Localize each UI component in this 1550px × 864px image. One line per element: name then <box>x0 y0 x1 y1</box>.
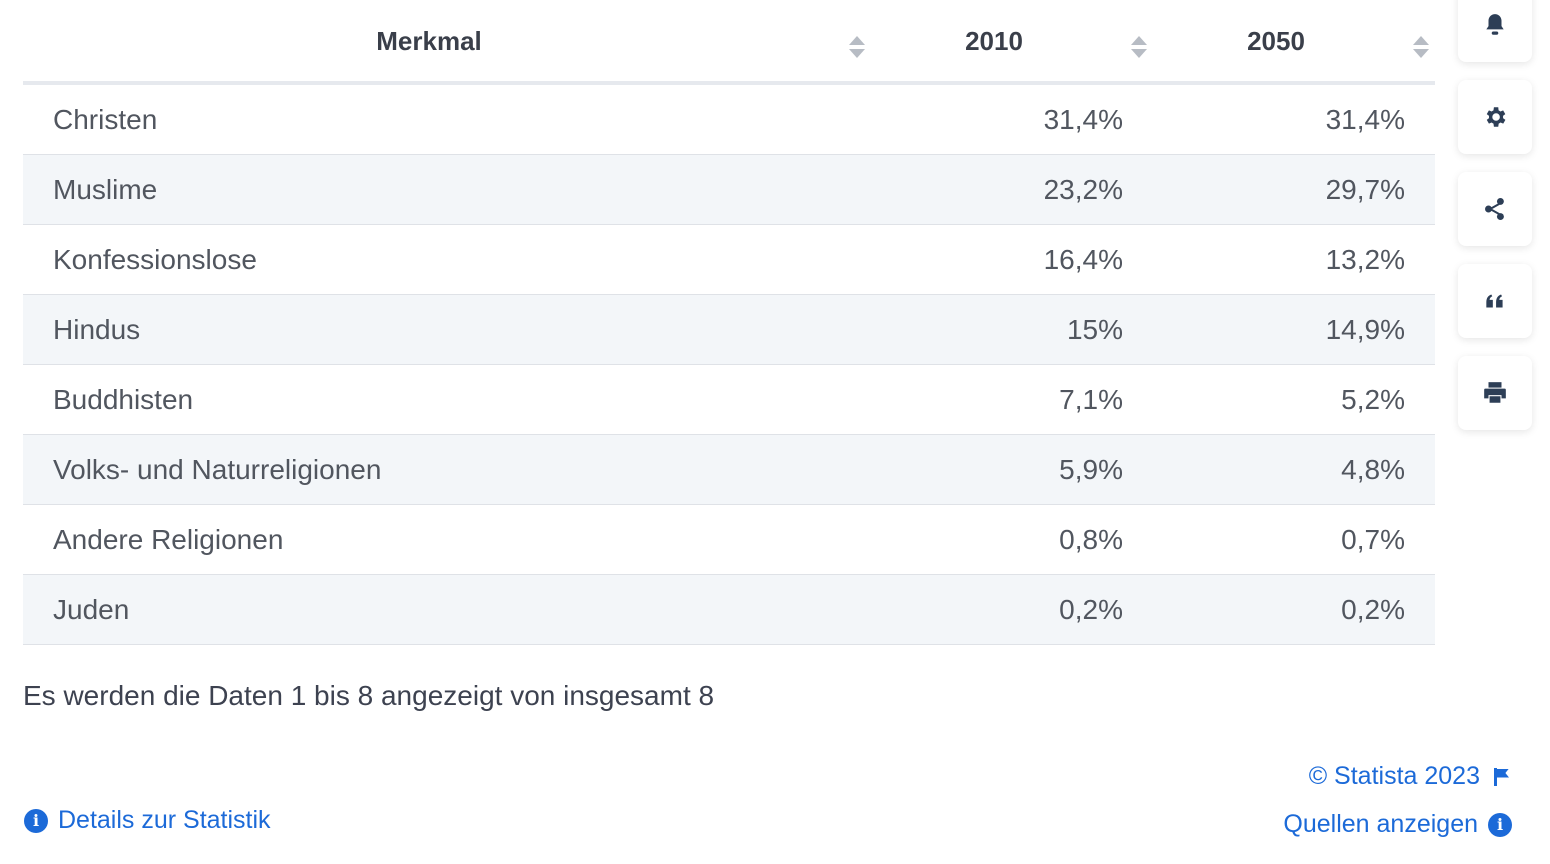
value-2010: 7,1% <box>871 364 1153 435</box>
value-2050: 14,9% <box>1153 294 1435 365</box>
statistics-table: Merkmal 2010 2050 Christen 31,4% 31,4% <box>23 0 1435 645</box>
settings-button[interactable] <box>1458 80 1532 154</box>
row-label: Muslime <box>23 154 871 225</box>
value-2010: 0,2% <box>871 574 1153 645</box>
value-2010: 0,8% <box>871 504 1153 575</box>
column-header-2010[interactable]: 2010 <box>871 0 1153 85</box>
notification-button[interactable] <box>1458 0 1532 62</box>
details-label: Details zur Statistik <box>58 806 271 834</box>
row-label: Christen <box>23 83 871 155</box>
value-2050: 0,7% <box>1153 504 1435 575</box>
sort-icon[interactable] <box>1131 36 1147 62</box>
column-header-label: Merkmal <box>376 26 482 56</box>
table-row: Konfessionslose 16,4% 13,2% <box>23 224 1435 295</box>
table-row: Christen 31,4% 31,4% <box>23 83 1435 155</box>
sort-icon[interactable] <box>849 36 865 62</box>
value-2050: 0,2% <box>1153 574 1435 645</box>
flag-icon[interactable] <box>1494 767 1510 786</box>
gear-icon <box>1486 107 1506 127</box>
info-icon: i <box>1488 812 1512 837</box>
sources-label: Quellen anzeigen <box>1283 810 1478 838</box>
table-summary: Es werden die Daten 1 bis 8 angezeigt vo… <box>23 680 715 711</box>
share-icon <box>1485 197 1504 221</box>
column-header-label: 2010 <box>965 26 1023 56</box>
value-2010: 5,9% <box>871 434 1153 505</box>
value-2050: 29,7% <box>1153 154 1435 225</box>
row-label: Juden <box>23 574 871 645</box>
copyright-link[interactable]: © Statista 2023 <box>1309 762 1510 791</box>
print-icon <box>1484 382 1506 403</box>
print-button[interactable] <box>1458 356 1532 430</box>
value-2010: 16,4% <box>871 224 1153 295</box>
table-row: Hindus 15% 14,9% <box>23 294 1435 365</box>
table-row: Andere Religionen 0,8% 0,7% <box>23 504 1435 575</box>
cite-button[interactable] <box>1458 264 1532 338</box>
details-link[interactable]: i Details zur Statistik <box>24 806 271 835</box>
value-2050: 5,2% <box>1153 364 1435 435</box>
sources-link[interactable]: Quellen anzeigen i <box>1283 810 1512 839</box>
table-row: Juden 0,2% 0,2% <box>23 574 1435 645</box>
row-label: Andere Religionen <box>23 504 871 575</box>
row-label: Konfessionslose <box>23 224 871 295</box>
bell-icon <box>1486 14 1504 35</box>
quote-icon <box>1486 294 1503 308</box>
row-label: Hindus <box>23 294 871 365</box>
table-row: Buddhisten 7,1% 5,2% <box>23 364 1435 435</box>
column-header-2050[interactable]: 2050 <box>1153 0 1435 85</box>
row-label: Volks- und Naturreligionen <box>23 434 871 505</box>
value-2050: 31,4% <box>1153 83 1435 155</box>
table-header-row: Merkmal 2010 2050 <box>23 0 1435 85</box>
value-2010: 23,2% <box>871 154 1153 225</box>
info-icon: i <box>24 808 48 833</box>
column-header-label: 2050 <box>1247 26 1305 56</box>
value-2010: 31,4% <box>871 83 1153 155</box>
table-row: Volks- und Naturreligionen 5,9% 4,8% <box>23 434 1435 505</box>
row-label: Buddhisten <box>23 364 871 435</box>
share-button[interactable] <box>1458 172 1532 246</box>
table-row: Muslime 23,2% 29,7% <box>23 154 1435 225</box>
value-2050: 13,2% <box>1153 224 1435 295</box>
sort-icon[interactable] <box>1413 36 1429 62</box>
column-header-merkmal[interactable]: Merkmal <box>23 0 871 85</box>
value-2050: 4,8% <box>1153 434 1435 505</box>
value-2010: 15% <box>871 294 1153 365</box>
copyright-text: © Statista 2023 <box>1308 762 1480 790</box>
statistics-table-container: Merkmal 2010 2050 Christen 31,4% 31,4% <box>23 0 1435 645</box>
